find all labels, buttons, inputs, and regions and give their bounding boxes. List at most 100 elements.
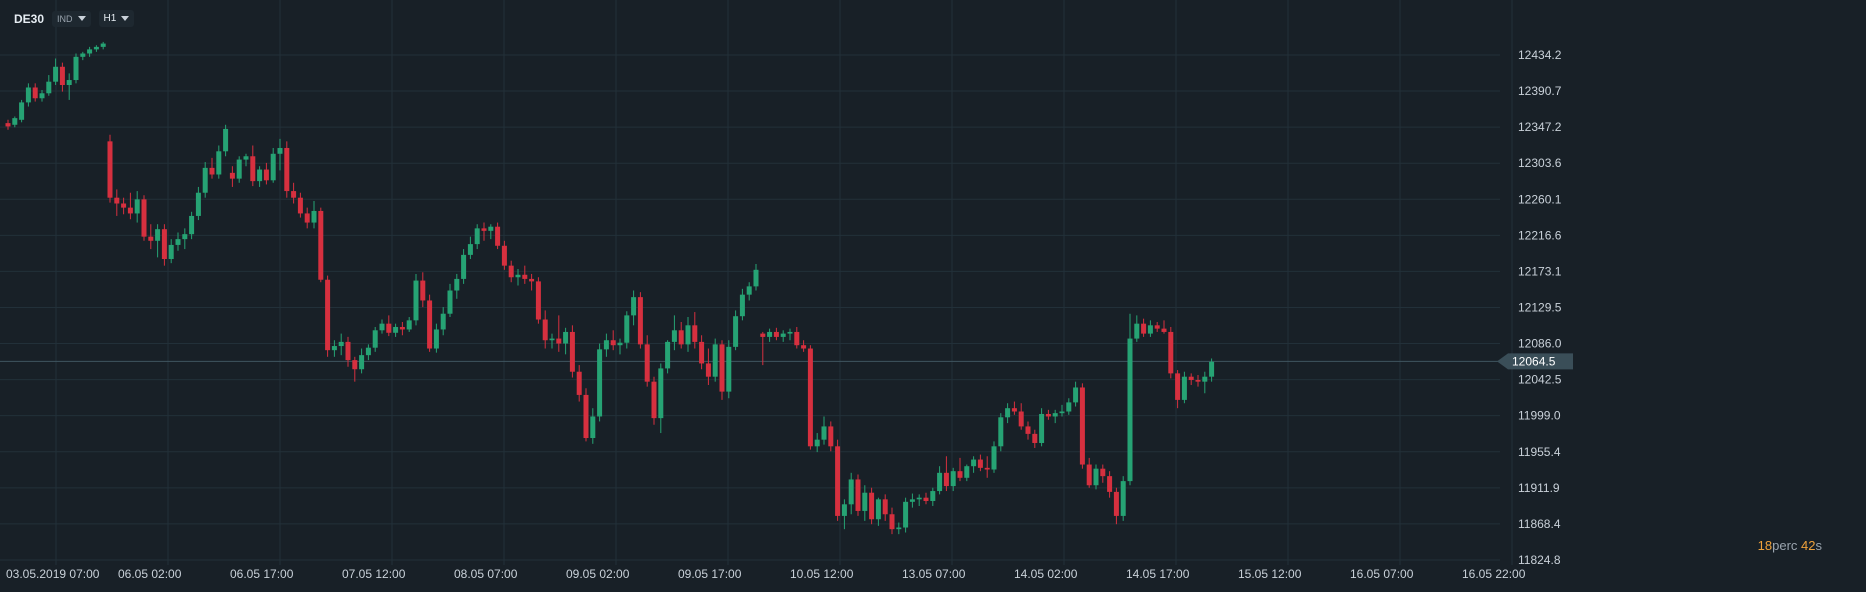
candle-body (229, 172, 235, 179)
candle-body (1107, 476, 1113, 492)
candle-body (284, 147, 290, 192)
candle-body (1066, 402, 1072, 412)
candle-body (379, 323, 385, 331)
candle-body (501, 245, 507, 266)
y-tick-label: 12086.0 (1518, 337, 1562, 351)
candle-body (631, 297, 637, 316)
candle-body (1120, 481, 1126, 516)
x-tick-label: 10.05 12:00 (790, 567, 854, 581)
candle-body (780, 333, 786, 337)
candle-body (937, 472, 943, 492)
y-tick-label: 11955.4 (1518, 445, 1561, 459)
chevron-down-icon (77, 16, 86, 21)
candle-body (903, 501, 909, 528)
candle-body (753, 269, 759, 287)
candle-body (12, 118, 18, 125)
candle-body (1005, 408, 1011, 418)
timeframe-dropdown[interactable]: H1 (98, 10, 135, 27)
candle-body (141, 199, 147, 237)
candle-body (556, 338, 562, 344)
candle-body (352, 360, 358, 370)
candle-body (365, 347, 371, 356)
candle-body (461, 254, 467, 279)
candle-body (413, 280, 419, 321)
x-tick-label: 06.05 17:00 (230, 567, 294, 581)
candle-body (801, 345, 807, 349)
candle-body (1025, 426, 1031, 434)
x-tick-label: 14.05 02:00 (1014, 567, 1078, 581)
y-tick-label: 12303.6 (1518, 156, 1562, 170)
x-tick-label: 09.05 17:00 (678, 567, 742, 581)
candle-body (1175, 373, 1181, 400)
x-tick-label: 07.05 12:00 (342, 567, 406, 581)
candle-body (542, 319, 548, 341)
candle-body (692, 325, 698, 342)
instrument-type-dropdown[interactable]: IND (52, 10, 91, 27)
candle-body (617, 342, 623, 346)
candle-body (794, 331, 800, 346)
candle-body (73, 56, 79, 81)
candle-body (1127, 338, 1133, 482)
current-price-tag (1497, 353, 1573, 370)
y-tick-label: 12042.5 (1518, 373, 1562, 387)
candle-body (828, 426, 834, 447)
candle-body (971, 459, 977, 467)
candle-body (189, 215, 195, 235)
candle-body (447, 290, 453, 314)
candle-body (746, 286, 752, 295)
candle-body (943, 472, 949, 487)
y-tick-label: 12129.5 (1518, 301, 1562, 315)
candle-body (53, 66, 59, 82)
chart-header: DE30 IND H1 (14, 10, 135, 27)
candle-body (1161, 328, 1167, 332)
candle-body (59, 66, 65, 85)
candle-body (134, 199, 140, 214)
candle-body (603, 340, 609, 350)
candle-body (1073, 387, 1079, 403)
x-tick-label: 09.05 02:00 (566, 567, 630, 581)
candle-body (930, 491, 936, 501)
candle-countdown: 18perc 42s (1758, 538, 1822, 553)
candle-body (563, 331, 569, 344)
candle-body (950, 471, 956, 487)
candle-body (1079, 387, 1085, 465)
candle-body (705, 363, 711, 377)
candle-body (760, 333, 766, 337)
timeframe-label: H1 (103, 13, 117, 24)
y-tick-label: 11868.4 (1518, 517, 1561, 531)
candle-body (216, 151, 222, 175)
candle-body (223, 128, 229, 152)
candle-body (440, 313, 446, 330)
candle-body (345, 341, 351, 361)
candle-body (359, 355, 365, 370)
candle-body (1113, 491, 1119, 516)
x-tick-label: 14.05 17:00 (1126, 567, 1190, 581)
candle-body (726, 346, 732, 392)
candle-body (1168, 331, 1174, 374)
candle-body (474, 228, 480, 245)
candle-body (1147, 325, 1153, 334)
candle-body (699, 341, 705, 364)
candle-body (318, 210, 324, 280)
candle-body (916, 497, 922, 500)
candle-body (1100, 468, 1106, 477)
candle-body (386, 323, 392, 333)
candle-body (100, 43, 106, 47)
x-tick-label: 06.05 02:00 (118, 567, 182, 581)
candle-body (671, 330, 677, 342)
candle-body (651, 381, 657, 419)
candle-body (1188, 376, 1194, 381)
x-tick-label: 08.05 07:00 (454, 567, 518, 581)
candle-body (338, 341, 344, 347)
candle-body (576, 371, 582, 395)
candle-body (855, 479, 861, 511)
y-tick-label: 12434.2 (1518, 48, 1562, 62)
candle-body (427, 300, 433, 349)
candle-body (1086, 464, 1092, 486)
candle-body (433, 329, 439, 349)
candle-body (875, 499, 881, 520)
candle-body (964, 466, 970, 478)
candle-body (304, 213, 310, 223)
